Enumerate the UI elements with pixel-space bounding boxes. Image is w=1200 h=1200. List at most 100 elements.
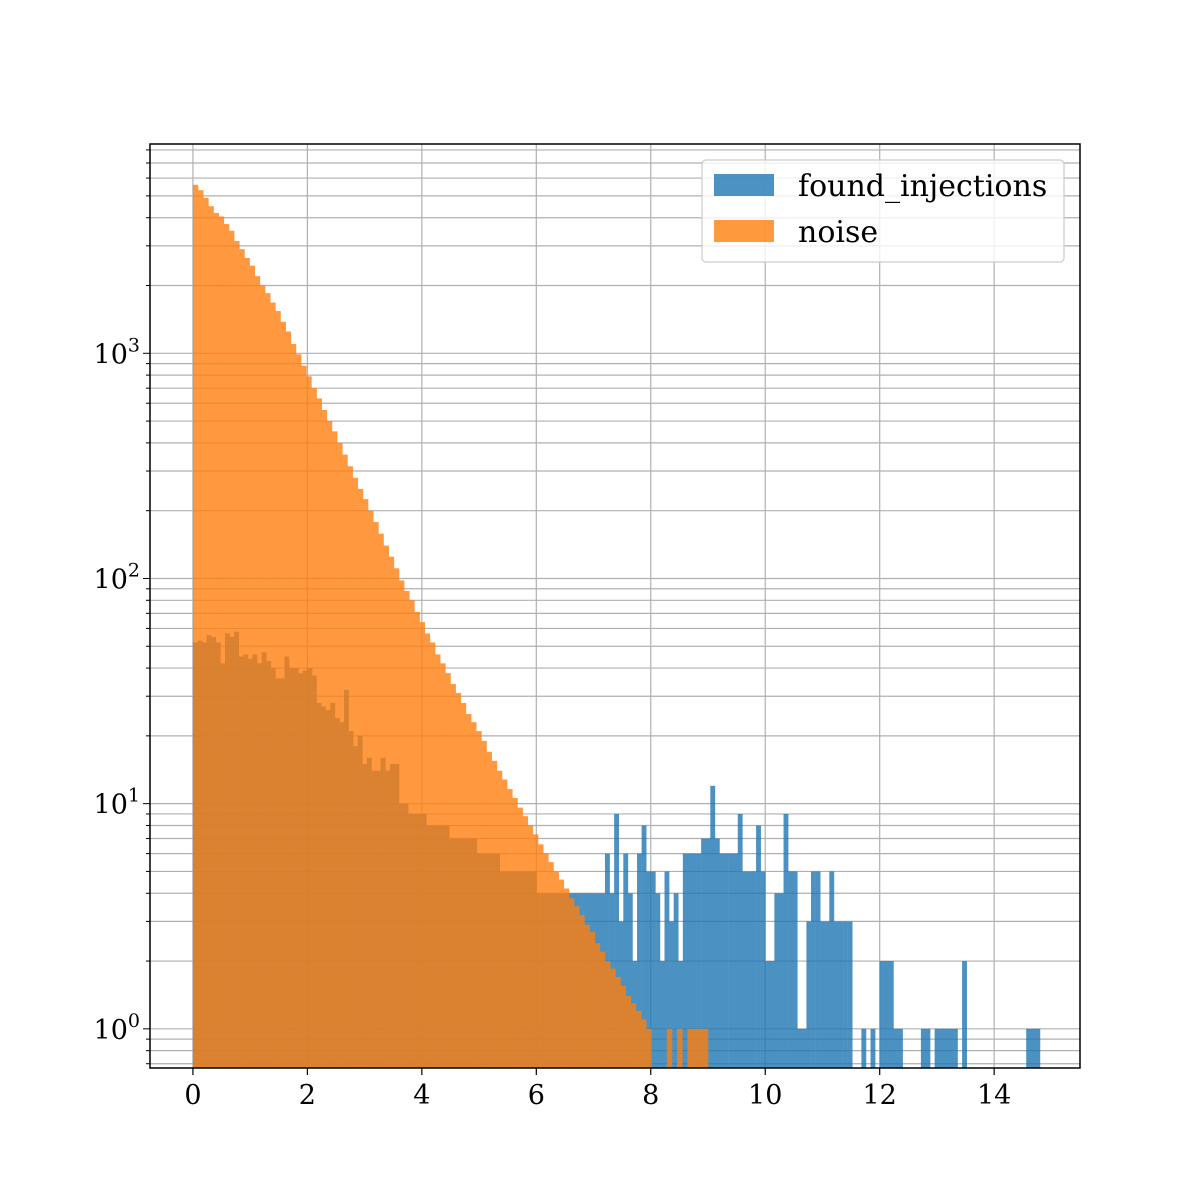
found_injections-bar [760,871,766,1068]
noise-bar [553,871,559,1068]
noise-bar [409,600,415,1068]
noise-bar [347,466,353,1068]
noise-bar [301,365,307,1068]
found_injections-bar [746,871,752,1068]
noise-bar [440,663,446,1068]
noise-bar [625,995,632,1068]
x-tick-label: 10 [748,1080,782,1111]
noise-bar [393,568,400,1068]
noise-bar [208,206,214,1068]
found_injections-bar [774,893,780,1068]
noise-bar [275,311,281,1068]
noise-bar [424,633,431,1068]
noise-bar [507,789,513,1068]
noise-bar [321,409,328,1068]
noise-bar [486,751,492,1068]
found_injections-bar [604,853,610,1068]
found_injections-bar [678,961,684,1068]
noise-bar [455,693,462,1068]
noise-bar [476,731,482,1068]
x-tick-label: 14 [977,1080,1011,1111]
found_injections-bar [962,961,967,1068]
noise-bar [522,816,529,1068]
found_injections-bar [788,871,793,1068]
found_injections-bar [811,871,816,1068]
noise-bar [517,807,523,1068]
found_injections-bar [806,921,812,1068]
noise-bar [280,321,286,1068]
noise-bar [548,862,554,1068]
noise-legend-swatch [714,220,774,242]
noise-bar [677,1028,683,1068]
found_injections-bar [815,871,821,1068]
found_injections-bar [705,838,711,1068]
noise-bar [666,1028,673,1068]
y-axis: 100 101 102 103 [94,149,150,1065]
noise-bar [445,673,451,1068]
noise-bar [342,454,348,1068]
noise-bar [543,853,549,1068]
noise-bar [306,376,312,1069]
found_injections-bar [783,813,789,1068]
noise-bar [574,906,580,1068]
found_injections-bar [623,853,629,1068]
noise-bar [218,216,225,1068]
found_injections-bar [765,961,771,1068]
found_injections-legend-swatch [714,174,774,196]
found_injections-bar [829,871,835,1068]
found_injections-bar [710,785,716,1068]
noise-bar [594,943,601,1068]
found_injections-bar [673,893,679,1068]
found_injections-bar [627,893,633,1068]
noise-bar [198,190,204,1068]
y-tick-label: 100 [94,1010,140,1046]
noise-bar [259,285,266,1068]
noise-bar [687,1028,693,1068]
found_injections-bar [728,853,734,1068]
found_injections-bar [650,871,656,1068]
noise-bar [352,477,359,1068]
series-noise [192,184,709,1069]
noise-bar [465,714,472,1068]
noise-bar [532,834,539,1068]
x-tick-label: 2 [299,1080,316,1111]
found_injections-bar [1035,1028,1041,1068]
found_injections-bar [898,1028,903,1068]
noise-bar [599,951,606,1068]
found_injections-bar [714,838,720,1068]
found_injections-bar [801,1028,807,1068]
noise-bar [311,388,317,1068]
found_injections-bar [737,813,743,1068]
noise-bar [568,898,575,1068]
legend-box [701,159,1065,263]
noise-bar [223,224,230,1068]
found_injections-bar [934,1028,940,1068]
noise-bar [244,257,250,1069]
noise-bar [471,722,477,1068]
noise-bar [558,879,565,1068]
noise-bar [270,302,276,1068]
noise-bar [234,241,240,1068]
x-tick-label: 0 [184,1080,201,1111]
x-tick-label: 8 [642,1080,659,1111]
noise-bar [398,580,405,1068]
found_injections-bar [861,1028,867,1068]
noise-bar [192,184,199,1068]
x-tick-label: 4 [413,1080,430,1111]
found_injections-bar [696,853,702,1068]
found_injections-bar [637,853,642,1068]
found_injections-bar [1030,1028,1036,1068]
noise-bar [326,421,333,1069]
found_injections-bar [939,1028,945,1068]
found_injections-bar [659,961,665,1068]
y-tick-label: 103 [94,334,140,370]
noise-legend-label: noise [798,215,878,250]
noise-bar [239,249,245,1068]
noise-bar [630,1003,637,1068]
found_injections-bar [778,893,784,1068]
found_injections-bar [769,961,775,1068]
found_injections-bar [751,871,757,1068]
noise-bar [481,740,487,1068]
noise-bar [692,1028,698,1068]
